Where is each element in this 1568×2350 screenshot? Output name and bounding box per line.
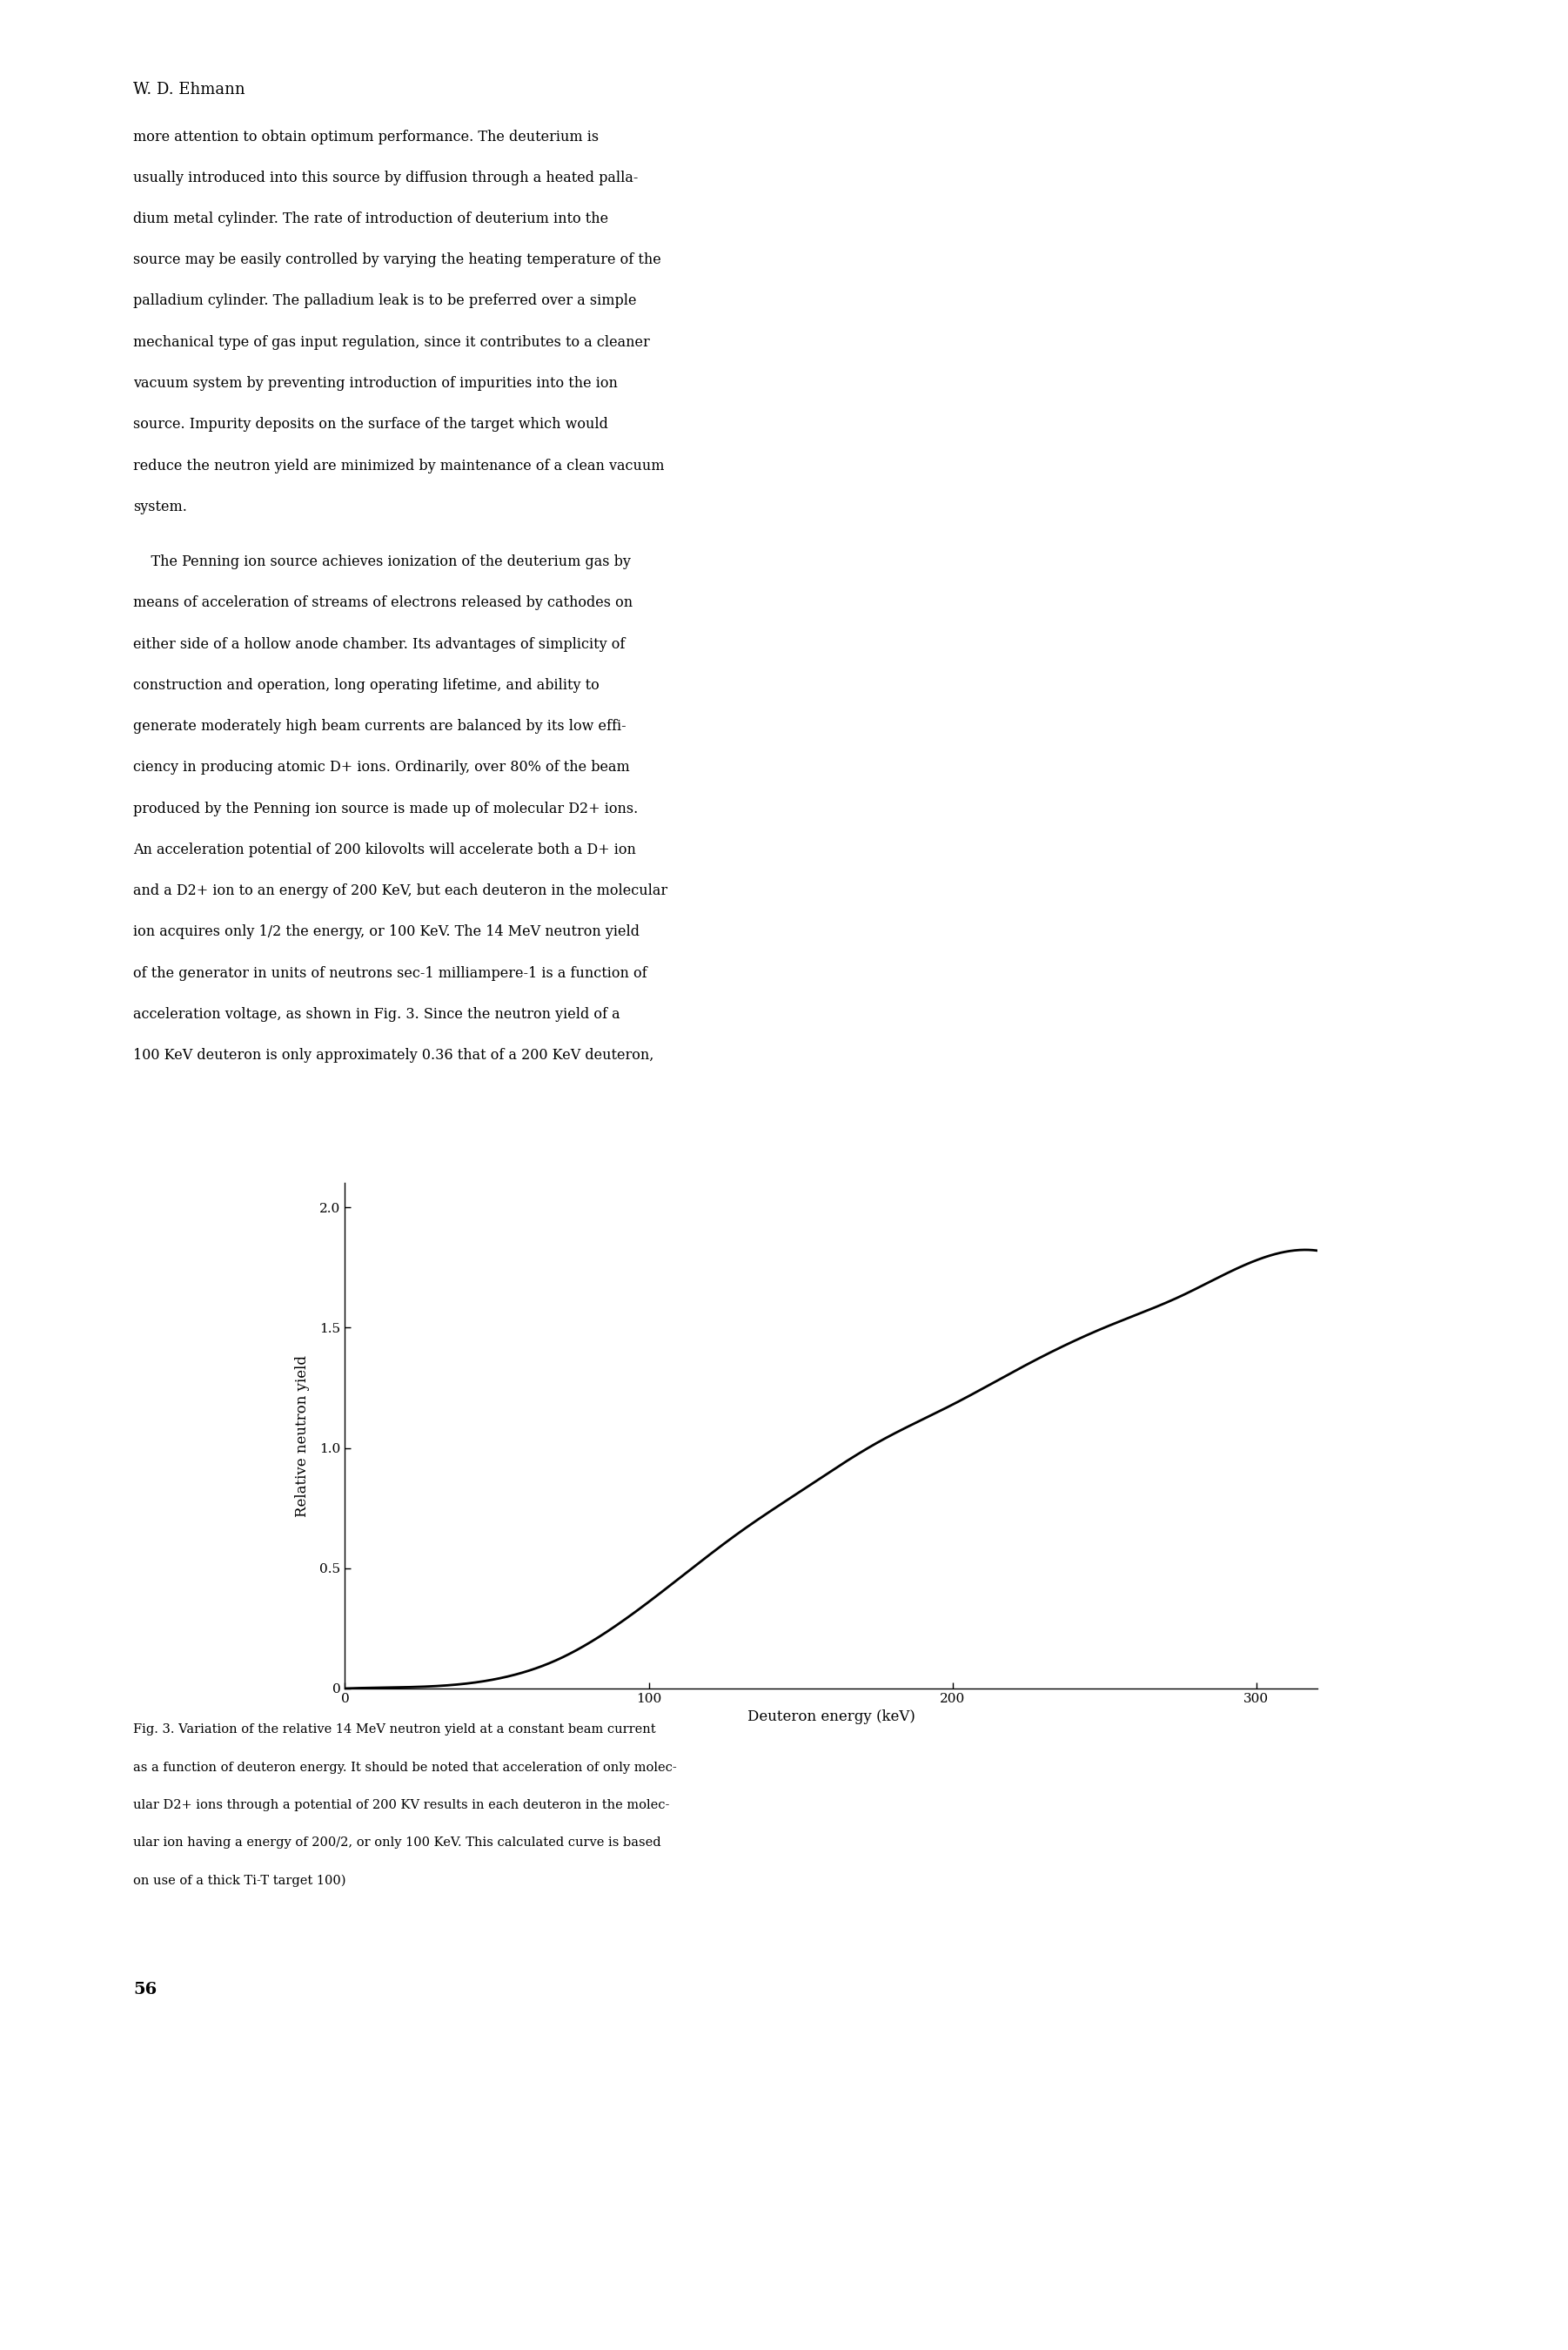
Text: dium metal cylinder. The rate of introduction of deuterium into the: dium metal cylinder. The rate of introdu… [133, 212, 608, 226]
Text: system.: system. [133, 501, 187, 515]
Text: generate moderately high beam currents are balanced by its low effi-: generate moderately high beam currents a… [133, 719, 626, 733]
Text: Fig. 3. Variation of the relative 14 MeV neutron yield at a constant beam curren: Fig. 3. Variation of the relative 14 MeV… [133, 1725, 655, 1737]
Text: produced by the Penning ion source is made up of molecular D2+ ions.: produced by the Penning ion source is ma… [133, 801, 638, 815]
Text: ion acquires only 1/2 the energy, or 100 KeV. The 14 MeV neutron yield: ion acquires only 1/2 the energy, or 100… [133, 926, 640, 940]
Text: An acceleration potential of 200 kilovolts will accelerate both a D+ ion: An acceleration potential of 200 kilovol… [133, 844, 637, 858]
Text: palladium cylinder. The palladium leak is to be preferred over a simple: palladium cylinder. The palladium leak i… [133, 294, 637, 308]
Text: mechanical type of gas input regulation, since it contributes to a cleaner: mechanical type of gas input regulation,… [133, 336, 649, 350]
Text: 100 KeV deuteron is only approximately 0.36 that of a 200 KeV deuteron,: 100 KeV deuteron is only approximately 0… [133, 1048, 654, 1062]
Text: on use of a thick Ti-T target 100): on use of a thick Ti-T target 100) [133, 1875, 347, 1887]
Text: either side of a hollow anode chamber. Its advantages of simplicity of: either side of a hollow anode chamber. I… [133, 637, 626, 651]
Text: ular D2+ ions through a potential of 200 KV results in each deuteron in the mole: ular D2+ ions through a potential of 200… [133, 1800, 670, 1812]
Text: source may be easily controlled by varying the heating temperature of the: source may be easily controlled by varyi… [133, 254, 662, 268]
Text: usually introduced into this source by diffusion through a heated palla-: usually introduced into this source by d… [133, 172, 638, 186]
Text: 56: 56 [133, 1983, 157, 1997]
Text: acceleration voltage, as shown in Fig. 3. Since the neutron yield of a: acceleration voltage, as shown in Fig. 3… [133, 1008, 621, 1022]
Text: ciency in producing atomic D+ ions. Ordinarily, over 80% of the beam: ciency in producing atomic D+ ions. Ordi… [133, 761, 630, 776]
Text: ular ion having a energy of 200/2, or only 100 KeV. This calculated curve is bas: ular ion having a energy of 200/2, or on… [133, 1838, 662, 1849]
Text: source. Impurity deposits on the surface of the target which would: source. Impurity deposits on the surface… [133, 418, 608, 432]
Text: and a D2+ ion to an energy of 200 KeV, but each deuteron in the molecular: and a D2+ ion to an energy of 200 KeV, b… [133, 884, 668, 898]
Text: vacuum system by preventing introduction of impurities into the ion: vacuum system by preventing introduction… [133, 376, 618, 390]
Text: construction and operation, long operating lifetime, and ability to: construction and operation, long operati… [133, 679, 599, 693]
Y-axis label: Relative neutron yield: Relative neutron yield [295, 1356, 310, 1516]
Text: The Penning ion source achieves ionization of the deuterium gas by: The Penning ion source achieves ionizati… [133, 555, 630, 569]
Text: of the generator in units of neutrons sec-1 milliampere-1 is a function of: of the generator in units of neutrons se… [133, 966, 648, 980]
Text: reduce the neutron yield are minimized by maintenance of a clean vacuum: reduce the neutron yield are minimized b… [133, 458, 665, 472]
Text: W. D. Ehmann: W. D. Ehmann [133, 82, 245, 99]
Text: more attention to obtain optimum performance. The deuterium is: more attention to obtain optimum perform… [133, 129, 599, 143]
X-axis label: Deuteron energy (keV): Deuteron energy (keV) [746, 1711, 916, 1725]
Text: means of acceleration of streams of electrons released by cathodes on: means of acceleration of streams of elec… [133, 597, 633, 611]
Text: as a function of deuteron energy. It should be noted that acceleration of only m: as a function of deuteron energy. It sho… [133, 1762, 677, 1774]
